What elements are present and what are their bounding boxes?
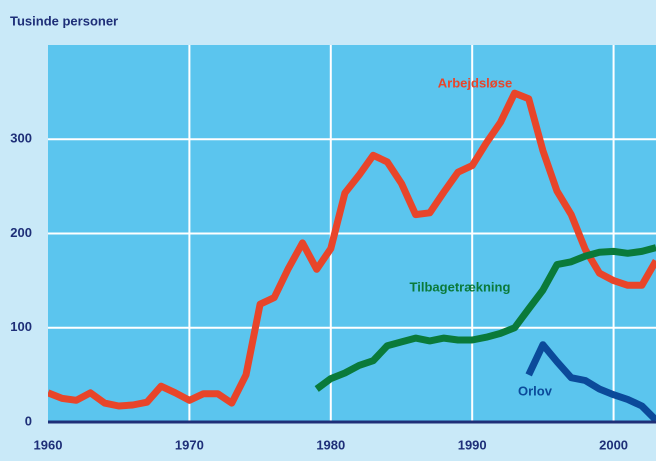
y-tick-label: 300 (10, 131, 32, 146)
y-axis-label: Tusinde personer (10, 13, 118, 28)
x-tick-label: 1990 (458, 437, 487, 452)
series-line (48, 89, 656, 410)
x-tick-label: 1960 (34, 437, 63, 452)
x-tick-label: 1970 (175, 437, 204, 452)
x-tick-label: 1980 (316, 437, 345, 452)
series-label: Tilbagetrækning (410, 279, 511, 294)
x-tick-label: 2000 (599, 437, 628, 452)
series-line (314, 244, 656, 392)
y-tick-label: 0 (25, 413, 32, 428)
series-line (525, 341, 656, 423)
y-tick-label: 200 (10, 225, 32, 240)
series-label: Arbejdsløse (438, 75, 512, 90)
y-tick-label: 100 (10, 319, 32, 334)
series-label: Orlov (518, 383, 553, 398)
